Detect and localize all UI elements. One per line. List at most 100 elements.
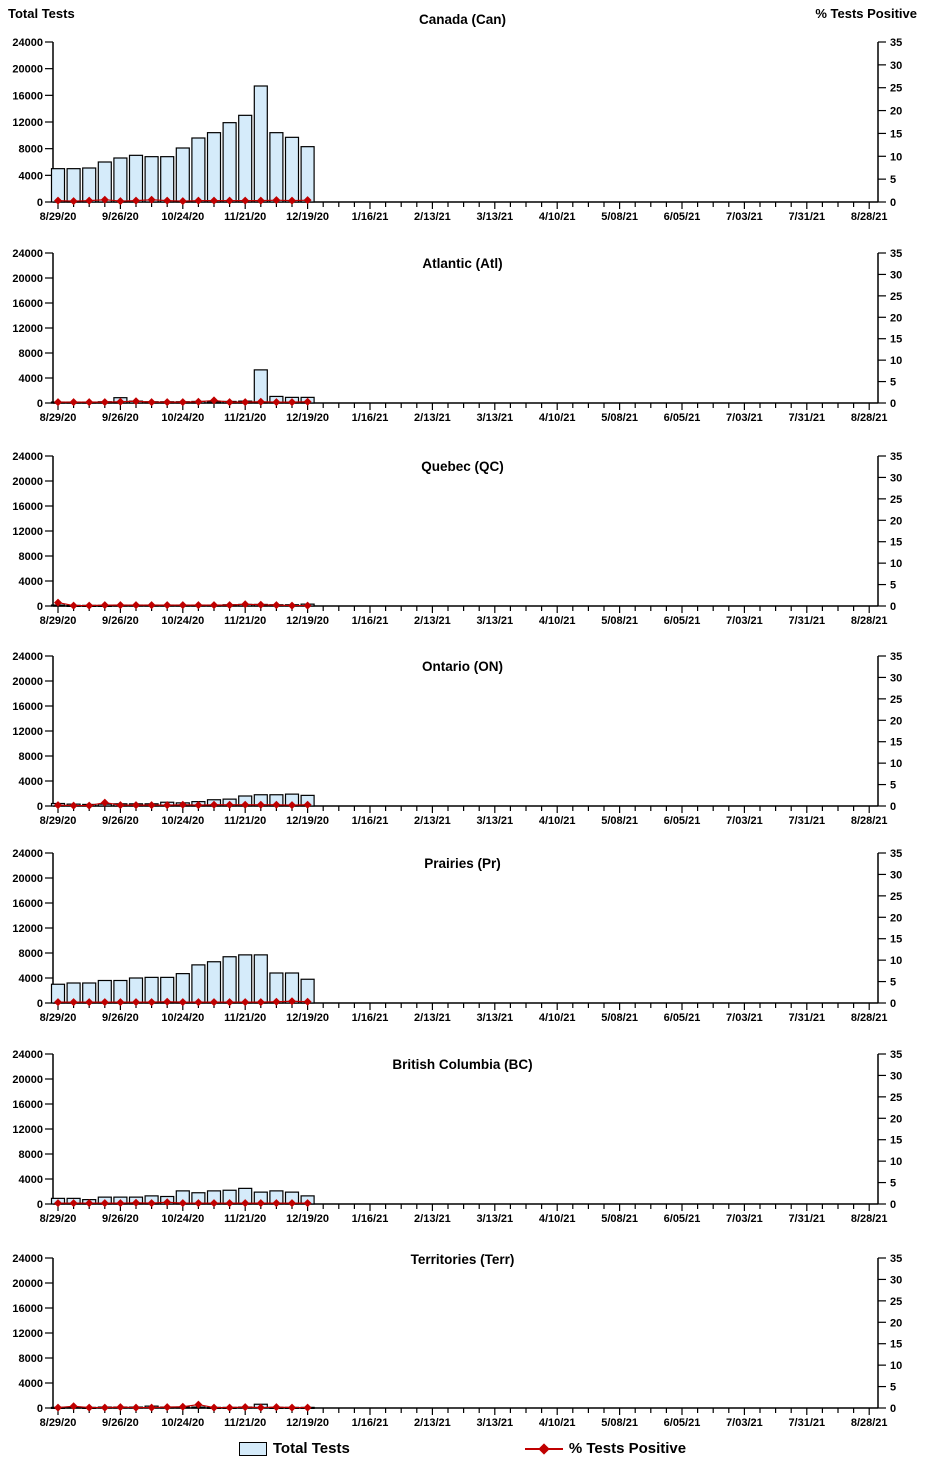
panel-title-territories: Territories (Terr)	[410, 1252, 515, 1267]
axis-tick-label: 1/16/21	[352, 1417, 389, 1429]
chart-panel-6: 0 4000 8000 12000 16000 20000 24000 0 5 10 15 20 25 3…	[12, 1049, 902, 1225]
panel-title-quebec: Quebec (QC)	[421, 459, 504, 474]
pct-marker	[132, 397, 140, 406]
axis-tick-label: 20000	[12, 476, 43, 488]
axis-tick-label: 7/31/21	[788, 1213, 825, 1225]
axis-tick-label: 12/19/20	[286, 1012, 329, 1024]
axis-tick-label: 10/24/20	[161, 1213, 204, 1225]
axis-tick-label: 4/10/21	[539, 412, 576, 424]
axis-tick-label: 4/10/21	[539, 615, 576, 627]
axis-tick-label: 7/03/21	[726, 211, 763, 223]
axis-tick-label: 2/13/21	[414, 615, 451, 627]
pct-marker	[272, 398, 281, 407]
axis-tick-label: 1/16/21	[352, 1213, 389, 1225]
pct-marker	[116, 801, 125, 810]
axis-tick-label: 4000	[19, 973, 43, 985]
pct-positive-series	[54, 798, 312, 810]
axis-tick-label: 8000	[19, 348, 43, 360]
axis-tick-label: 7/03/21	[726, 412, 763, 424]
pct-positive-series	[54, 396, 312, 407]
axis-tick-label: 24000	[12, 1253, 43, 1265]
axis-tick-label: 0	[890, 801, 896, 813]
axis-tick-label: 20	[890, 106, 902, 118]
axis-tick-label: 11/21/20	[224, 615, 266, 627]
panel-title-bc: British Columbia (BC)	[392, 1057, 533, 1072]
axis-tick-label: 4000	[19, 1174, 43, 1186]
axis-tick-label: 35	[890, 248, 902, 260]
axis-tick-label: 5	[890, 1382, 896, 1394]
axis-tick-label: 8000	[19, 551, 43, 563]
axis-tick-label: 10	[890, 758, 902, 770]
axis-tick-label: 20	[890, 1317, 902, 1329]
bar	[144, 156, 159, 203]
pct-marker	[163, 196, 172, 205]
axis-tick-label: 20	[890, 515, 902, 527]
axis-tick-label: 0	[890, 1403, 896, 1415]
pct-marker	[272, 800, 281, 809]
pct-marker	[163, 601, 172, 610]
axis-tick-label: 8000	[19, 751, 43, 763]
axis-tick-label: 3/13/21	[476, 1213, 513, 1225]
pct-marker	[288, 601, 296, 610]
pct-marker	[178, 1199, 187, 1208]
axis-tick-label: 8/29/20	[40, 815, 77, 827]
pct-marker	[256, 1199, 265, 1208]
pct-marker	[132, 1403, 140, 1412]
axis-tick-label: 3/13/21	[476, 615, 513, 627]
pct-marker	[210, 800, 218, 809]
bar	[269, 132, 284, 203]
axis-tick-label: 7/31/21	[788, 1417, 825, 1429]
pct-marker	[288, 997, 296, 1006]
axis-tick-label: 4/10/21	[539, 815, 576, 827]
pct-marker	[225, 1403, 234, 1412]
bar	[222, 956, 237, 1004]
panel-title-prairies: Prairies (Pr)	[424, 856, 501, 871]
pct-marker	[116, 601, 125, 610]
pct-marker	[69, 801, 78, 810]
axis-tick-label: 15	[890, 1339, 902, 1351]
chart-panel-3: 0 4000 8000 12000 16000 20000 24000 0 5 10 15 20 25 3…	[12, 451, 902, 627]
axis-tick-label: 30	[890, 1070, 902, 1082]
pct-marker	[69, 1402, 78, 1411]
axis-tick-label: 8/29/20	[40, 412, 77, 424]
pct-marker	[210, 998, 218, 1007]
pct-marker	[69, 998, 78, 1007]
axis-tick-label: 4/10/21	[539, 1417, 576, 1429]
axis-tick-label: 4/10/21	[539, 1012, 576, 1024]
pct-marker	[147, 1199, 156, 1208]
axis-tick-label: 4000	[19, 170, 43, 182]
axis-tick-label: 5	[890, 780, 896, 792]
pct-marker	[194, 801, 203, 810]
pct-marker	[194, 601, 203, 610]
axis-tick-label: 10/24/20	[161, 615, 204, 627]
axis-tick-label: 16000	[12, 90, 43, 102]
axis-tick-label: 25	[890, 494, 902, 506]
pct-marker	[69, 197, 78, 206]
axis-tick-label: 10/24/20	[161, 815, 204, 827]
pct-marker	[54, 398, 62, 407]
pct-marker	[256, 397, 265, 406]
pct-marker	[147, 195, 156, 204]
pct-marker	[256, 196, 265, 205]
pct-marker	[272, 601, 281, 610]
axis-tick-label: 20000	[12, 873, 43, 885]
pct-marker	[163, 997, 172, 1006]
pct-marker	[54, 1403, 62, 1412]
axis-tick-label: 10/24/20	[161, 1417, 204, 1429]
pct-marker	[194, 1199, 203, 1208]
axis-tick-label: 15	[890, 128, 902, 140]
axis-tick-label: 12000	[12, 323, 43, 335]
total-tests-bars	[50, 369, 315, 404]
chart-panel-1: 0 4000 8000 12000 16000 20000 24000 0 5 10 15 20 25 3…	[12, 37, 902, 223]
axis-tick-label: 12/19/20	[286, 1417, 329, 1429]
pct-marker	[210, 1403, 218, 1412]
pct-marker	[210, 601, 218, 610]
pct-marker	[116, 197, 125, 206]
pct-marker	[303, 397, 312, 406]
left-axis-title: Total Tests	[8, 6, 75, 21]
pct-marker	[85, 1199, 94, 1208]
axis-tick-label: 20	[890, 715, 902, 727]
chart-panel-2: 0 4000 8000 12000 16000 20000 24000 0 5 10 15 20 25 3…	[12, 248, 902, 424]
pct-marker	[288, 1403, 296, 1412]
